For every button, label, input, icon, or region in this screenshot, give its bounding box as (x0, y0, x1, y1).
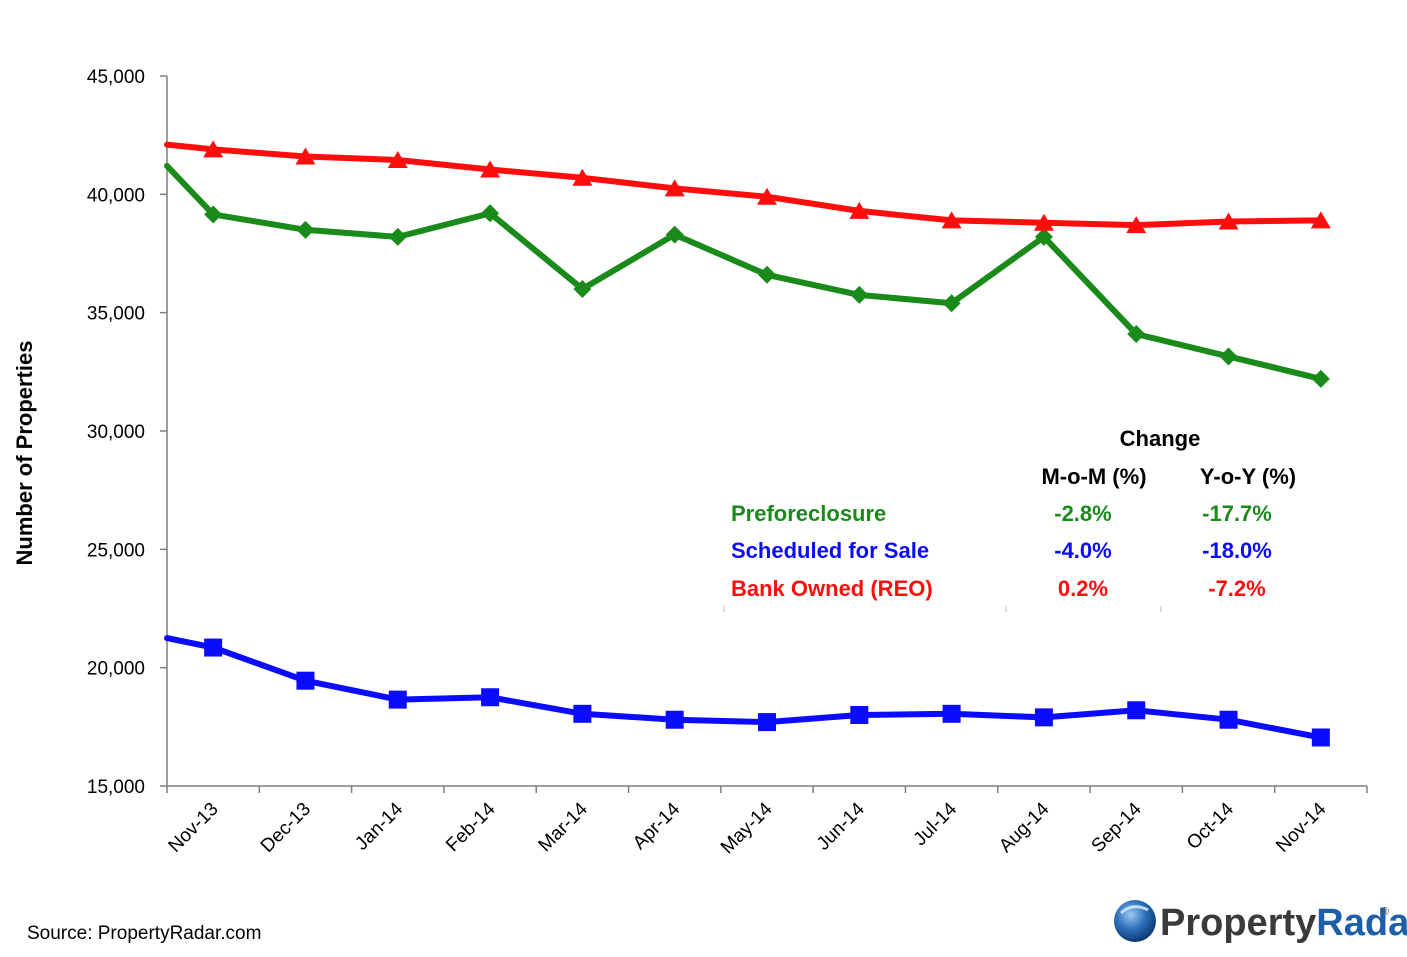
data-point-bank-owned-reo (757, 187, 777, 205)
data-point-scheduled-for-sale (850, 706, 869, 724)
data-point-bank-owned-reo (203, 140, 224, 158)
y-tick-label: 20,000 (87, 659, 145, 680)
row-yoy-preforeclosure: -17.7% (1202, 501, 1272, 526)
data-point-scheduled-for-sale (388, 690, 407, 709)
data-point-bank-owned-reo (941, 211, 962, 229)
brand-part-property: Property (1160, 902, 1316, 944)
y-tick-label: 25,000 (87, 540, 145, 561)
y-tick-label: 45,000 (87, 67, 145, 88)
x-tick-label: Jan-14 (351, 798, 407, 854)
data-point-bank-owned-reo (295, 147, 316, 165)
data-point-scheduled-for-sale (1219, 710, 1238, 729)
data-point-preforeclosure (481, 204, 500, 223)
x-tick-label: Apr-14 (629, 798, 684, 853)
change-table: Change M-o-M (%) Y-o-Y (%) Preforeclosur… (723, 426, 1296, 612)
data-point-scheduled-for-sale (296, 671, 315, 690)
data-point-bank-owned-reo (572, 168, 593, 186)
row-yoy-scheduled-for-sale: -18.0% (1202, 538, 1272, 563)
data-point-bank-owned-reo (1218, 212, 1239, 230)
data-point-preforeclosure (1127, 324, 1146, 343)
globe-highlight (1119, 905, 1149, 915)
data-point-preforeclosure (573, 280, 592, 298)
data-point-bank-owned-reo (387, 151, 408, 169)
source-note: Source: PropertyRadar.com (27, 923, 261, 944)
series-line-preforeclosure (164, 162, 1324, 382)
data-point-preforeclosure (1219, 347, 1238, 366)
change-table-col-mom: M-o-M (%) (1041, 464, 1146, 489)
row-mom-scheduled-for-sale: -4.0% (1054, 538, 1111, 563)
y-ticks: 15,000 20,000 25,000 30,000 35,000 40,000 45,0… (87, 67, 167, 798)
data-point-bank-owned-reo (664, 179, 685, 197)
x-tick-label: Dec-13 (257, 799, 315, 857)
x-tick-label: Nov-13 (165, 799, 223, 857)
y-tick-label: 15,000 (87, 777, 145, 798)
data-point-scheduled-for-sale (1127, 701, 1146, 720)
brand-part-radar: Radar (1316, 902, 1407, 944)
y-tick-label: 40,000 (87, 185, 145, 206)
series-line-bank-owned-reo (164, 141, 1324, 229)
data-point-preforeclosure (296, 220, 315, 239)
brand-wordmark: PropertyRadar (1160, 902, 1407, 944)
data-point-bank-owned-reo (1033, 213, 1054, 231)
data-point-bank-owned-reo (849, 201, 870, 219)
data-point-preforeclosure (665, 225, 684, 244)
data-point-preforeclosure (204, 205, 223, 224)
brand-logo: PropertyRadar ® (1114, 900, 1407, 944)
data-point-bank-owned-reo (480, 160, 501, 178)
series-layer (164, 140, 1331, 747)
row-mom-preforeclosure: -2.8% (1054, 501, 1111, 526)
data-point-scheduled-for-sale (758, 713, 776, 732)
series-line-scheduled-for-sale (164, 635, 1324, 741)
row-mom-bank-owned: 0.2% (1058, 576, 1108, 601)
row-label-scheduled-for-sale: Scheduled for Sale (731, 538, 929, 563)
data-point-preforeclosure (850, 285, 869, 304)
data-point-scheduled-for-sale (942, 704, 961, 723)
data-point-scheduled-for-sale (573, 704, 592, 723)
data-point-bank-owned-reo (1126, 216, 1147, 234)
data-point-preforeclosure (942, 294, 961, 313)
data-point-preforeclosure (1311, 369, 1330, 388)
data-point-preforeclosure (758, 265, 776, 284)
x-tick-label: Aug-14 (995, 798, 1053, 856)
data-point-scheduled-for-sale (1311, 728, 1330, 747)
x-tick-label: Jun-14 (813, 798, 869, 854)
x-tick-label: May-14 (717, 798, 777, 858)
y-tick-label: 30,000 (87, 422, 145, 443)
row-yoy-bank-owned: -7.2% (1208, 576, 1265, 601)
x-tick-label: Nov-14 (1272, 798, 1330, 856)
change-table-col-yoy: Y-o-Y (%) (1200, 464, 1296, 489)
data-point-preforeclosure (1034, 227, 1053, 246)
data-point-scheduled-for-sale (481, 688, 500, 707)
x-tick-label: Feb-14 (442, 798, 500, 856)
y-tick-label: 35,000 (87, 304, 145, 325)
data-point-scheduled-for-sale (1034, 708, 1053, 727)
x-tick-label: Jul-14 (910, 798, 962, 850)
data-point-scheduled-for-sale (665, 710, 684, 729)
x-ticks: Nov-13 Dec-13 Jan-14 Feb-14 Mar-14 Apr-14 May-… (165, 786, 1368, 858)
data-point-scheduled-for-sale (204, 638, 223, 657)
x-tick-label: Oct-14 (1183, 798, 1238, 853)
row-label-preforeclosure: Preforeclosure (731, 501, 886, 526)
change-table-heading: Change (1120, 426, 1201, 451)
y-axis-title: Number of Properties (12, 341, 37, 566)
trademark-symbol: ® (1381, 906, 1389, 918)
x-tick-label: Sep-14 (1088, 798, 1146, 856)
data-point-bank-owned-reo (1310, 211, 1331, 229)
data-point-preforeclosure (388, 227, 407, 246)
row-label-bank-owned: Bank Owned (REO) (731, 576, 933, 601)
x-tick-label: Mar-14 (535, 798, 593, 856)
